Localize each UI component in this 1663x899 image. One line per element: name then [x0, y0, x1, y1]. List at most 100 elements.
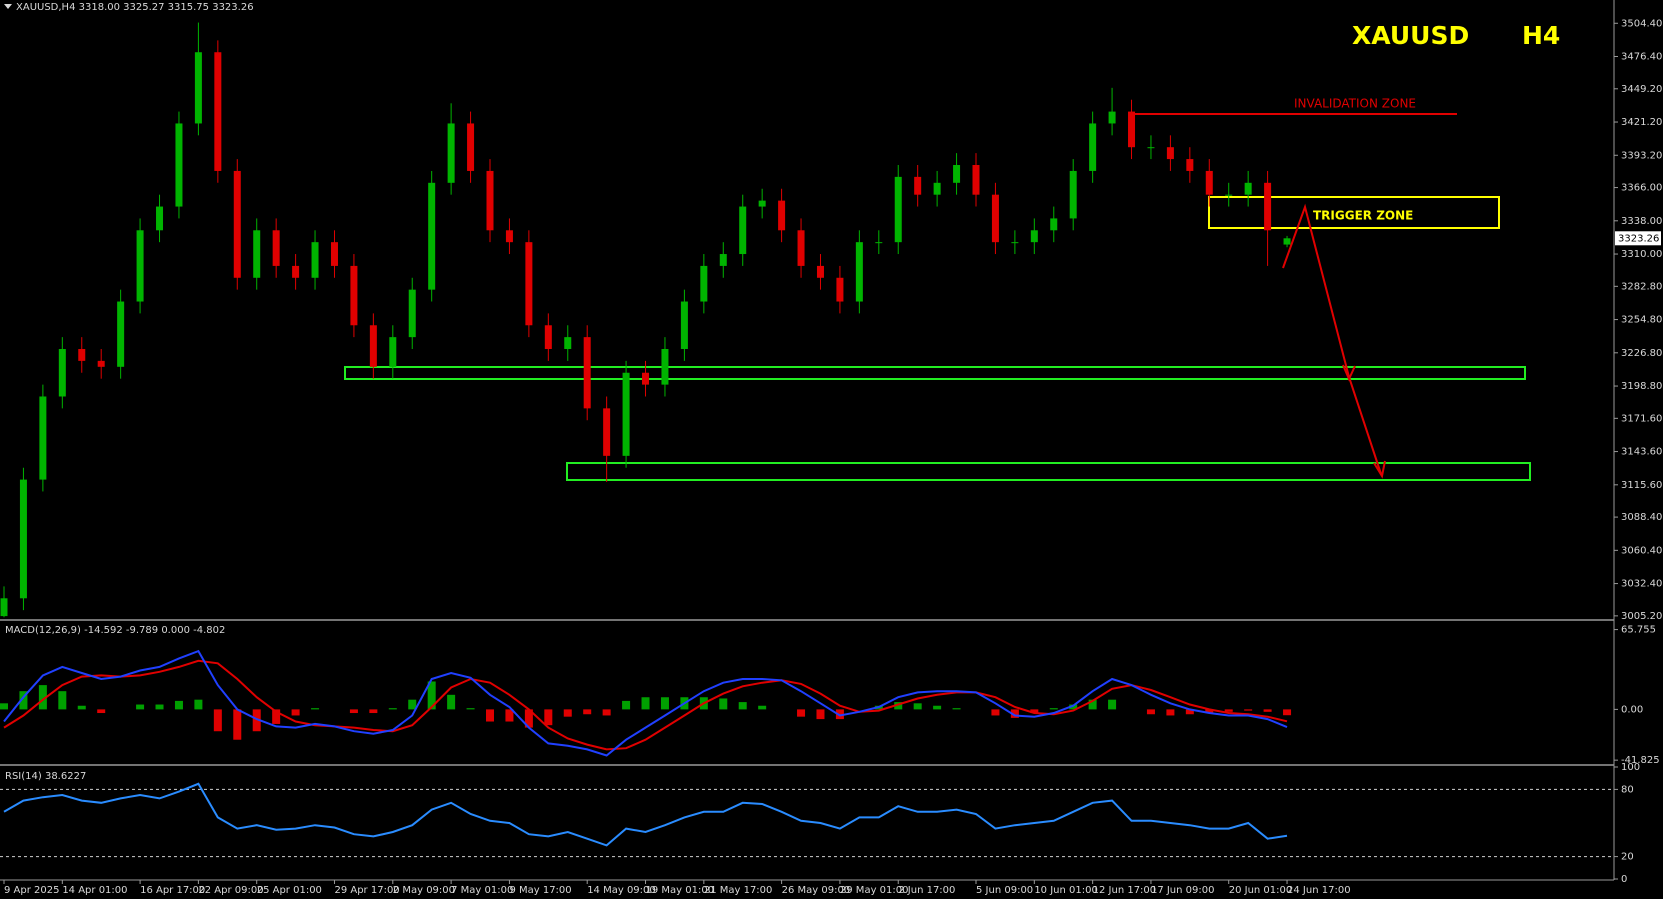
candle-body: [214, 52, 222, 171]
macd-histogram-bar: [466, 708, 475, 710]
y-tick-label: 0.00: [1621, 704, 1643, 715]
candle-body: [1128, 111, 1136, 148]
macd-histogram-bar: [427, 681, 436, 710]
macd-histogram-bar: [272, 709, 281, 724]
candle-body: [408, 289, 416, 338]
candle-body: [739, 206, 747, 255]
macd-histogram-bar: [1010, 709, 1019, 718]
macd-histogram-bar: [388, 708, 397, 710]
candle-body: [816, 265, 824, 278]
candle-body: [253, 230, 261, 278]
macd-histogram-bar: [1108, 699, 1117, 710]
candle-body: [1225, 194, 1233, 196]
candle-body: [194, 52, 202, 124]
y-tick-label: 3476.40: [1621, 52, 1662, 63]
candle-body: [1283, 238, 1291, 245]
candle-body: [156, 206, 164, 231]
macd-histogram-bar: [1069, 704, 1078, 710]
macd-histogram-bar: [408, 699, 417, 710]
invalidation-label: INVALIDATION ZONE: [1294, 97, 1416, 111]
candle-body: [758, 200, 766, 207]
macd-histogram-bar: [816, 709, 825, 720]
macd-histogram-bar: [505, 709, 514, 722]
macd-histogram-bar: [1283, 709, 1292, 716]
y-tick-label: 100: [1621, 762, 1640, 773]
macd-histogram-bar: [797, 709, 806, 717]
x-tick-label: 19 May 01:00: [646, 885, 715, 896]
y-tick-label: 3226.80: [1621, 348, 1662, 359]
macd-histogram-bar: [602, 709, 611, 716]
candle-body: [292, 265, 300, 278]
candle-body: [78, 349, 86, 361]
x-tick-label: 26 May 09:00: [782, 885, 851, 896]
y-tick-label: -41.825: [1621, 755, 1660, 766]
macd-histogram-bar: [311, 708, 320, 710]
macd-histogram-bar: [758, 705, 767, 710]
price-tag: [1615, 231, 1661, 246]
macd-histogram-bar: [447, 694, 456, 710]
candle-body: [1108, 111, 1116, 124]
projection-arrow: [1282, 203, 1382, 475]
x-tick-label: 21 May 17:00: [704, 885, 773, 896]
macd-histogram-bar: [369, 709, 378, 714]
y-tick-label: 3032.40: [1621, 579, 1662, 590]
candle-body: [544, 325, 552, 350]
candle-body: [933, 182, 941, 195]
macd-histogram-bar: [660, 697, 669, 710]
candle-body: [369, 325, 377, 367]
candle-body: [233, 170, 241, 278]
candle-body: [719, 254, 727, 266]
menu-arrow: [4, 4, 12, 9]
macd-histogram-bar: [913, 703, 922, 710]
macd-label: MACD(12,26,9) -14.592 -9.789 0.000 -4.80…: [5, 625, 225, 636]
macd-histogram-bar: [991, 709, 1000, 716]
x-tick-label: 20 Jun 01:00: [1229, 885, 1293, 896]
macd-histogram-bar: [641, 697, 650, 710]
candle-body: [583, 337, 591, 409]
candle-body: [19, 479, 27, 599]
candle-body: [39, 396, 47, 480]
candle-body: [778, 200, 786, 231]
macd-histogram-bar: [291, 709, 300, 716]
macd-histogram-bar: [719, 698, 728, 710]
macd-histogram-bar: [1185, 709, 1194, 715]
candle-body: [447, 123, 455, 183]
macd-histogram-bar: [622, 700, 631, 710]
macd-histogram-bar: [194, 699, 203, 710]
candle-body: [797, 230, 805, 266]
candle-body: [700, 265, 708, 302]
x-tick-label: 2 Jun 17:00: [898, 885, 955, 896]
arrow-head: [1342, 364, 1356, 382]
candle-body: [1186, 159, 1194, 171]
macd-histogram-bar: [213, 709, 222, 732]
candle-body: [1030, 230, 1038, 243]
candle-body: [836, 277, 844, 302]
macd-histogram-bar: [174, 700, 183, 710]
candle-body: [564, 337, 572, 350]
macd-histogram-bar: [252, 709, 261, 732]
macd-histogram-bar: [933, 705, 942, 710]
y-tick-label: 3449.20: [1621, 84, 1662, 95]
y-tick-label: 65.755: [1621, 625, 1656, 636]
candle-body: [311, 242, 319, 278]
macd-line: [3, 649, 1288, 757]
candle-body: [991, 194, 999, 243]
macd-histogram-bar: [486, 709, 494, 722]
candle-body: [1244, 182, 1252, 195]
candle-body: [972, 165, 980, 195]
candle-body: [1050, 218, 1058, 231]
y-tick-label: 3115.60: [1621, 480, 1662, 491]
macd-histogram-bar: [524, 709, 533, 728]
macd-histogram-bar: [1224, 709, 1233, 712]
macd-histogram-bar: [583, 709, 592, 715]
x-tick-label: 2 May 09:00: [393, 885, 455, 896]
y-tick-label: 3198.80: [1621, 381, 1662, 392]
y-tick-label: 3060.40: [1621, 545, 1662, 556]
candle-body: [330, 242, 338, 266]
x-tick-label: 24 Jun 17:00: [1287, 885, 1351, 896]
trigger-zone: [1208, 196, 1500, 229]
macd-histogram-bar: [1244, 709, 1253, 711]
x-tick-label: 16 Apr 17:00: [140, 885, 205, 896]
y-tick-label: 3393.20: [1621, 150, 1662, 161]
